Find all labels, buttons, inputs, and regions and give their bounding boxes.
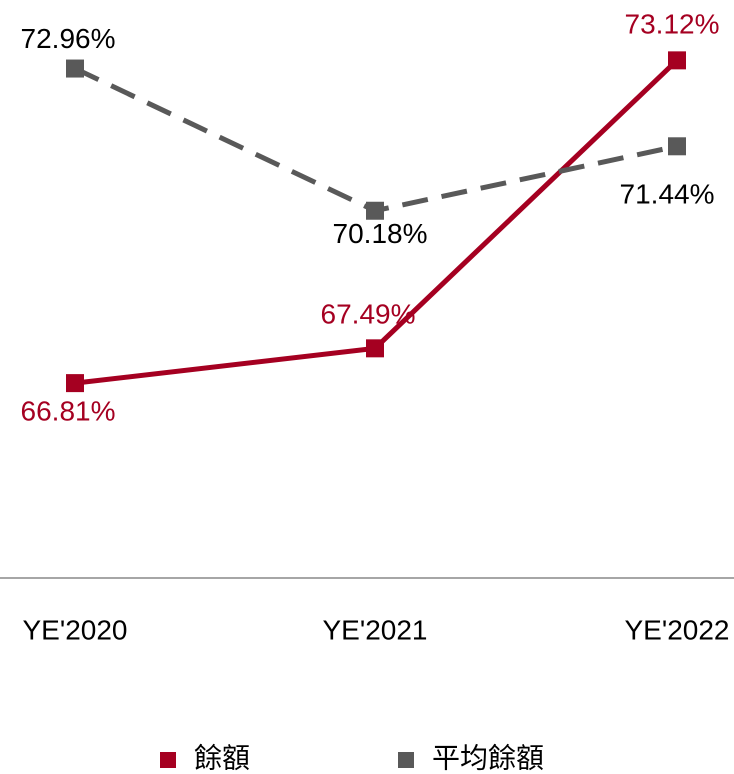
data-label: 72.96% [21,23,116,54]
x-tick-label: YE'2020 [23,614,128,645]
legend-swatch [160,752,176,768]
point-marker [66,59,84,78]
legend-swatch [398,752,414,768]
series-line [73,66,678,214]
legend-label: 平均餘額 [432,742,544,773]
point-marker [668,51,686,70]
data-label: 66.81% [21,396,116,427]
legend-label: 餘額 [194,742,250,773]
x-tick-label: YE'2021 [323,614,428,645]
point-marker [366,339,384,358]
x-tick-label: YE'2022 [625,614,730,645]
point-marker [668,137,686,156]
data-label: 67.49% [321,299,416,330]
data-label: 70.18% [333,218,428,249]
point-marker [366,201,384,220]
data-label: 73.12% [625,9,720,40]
data-label: 71.44% [620,179,715,210]
point-marker [66,374,84,393]
